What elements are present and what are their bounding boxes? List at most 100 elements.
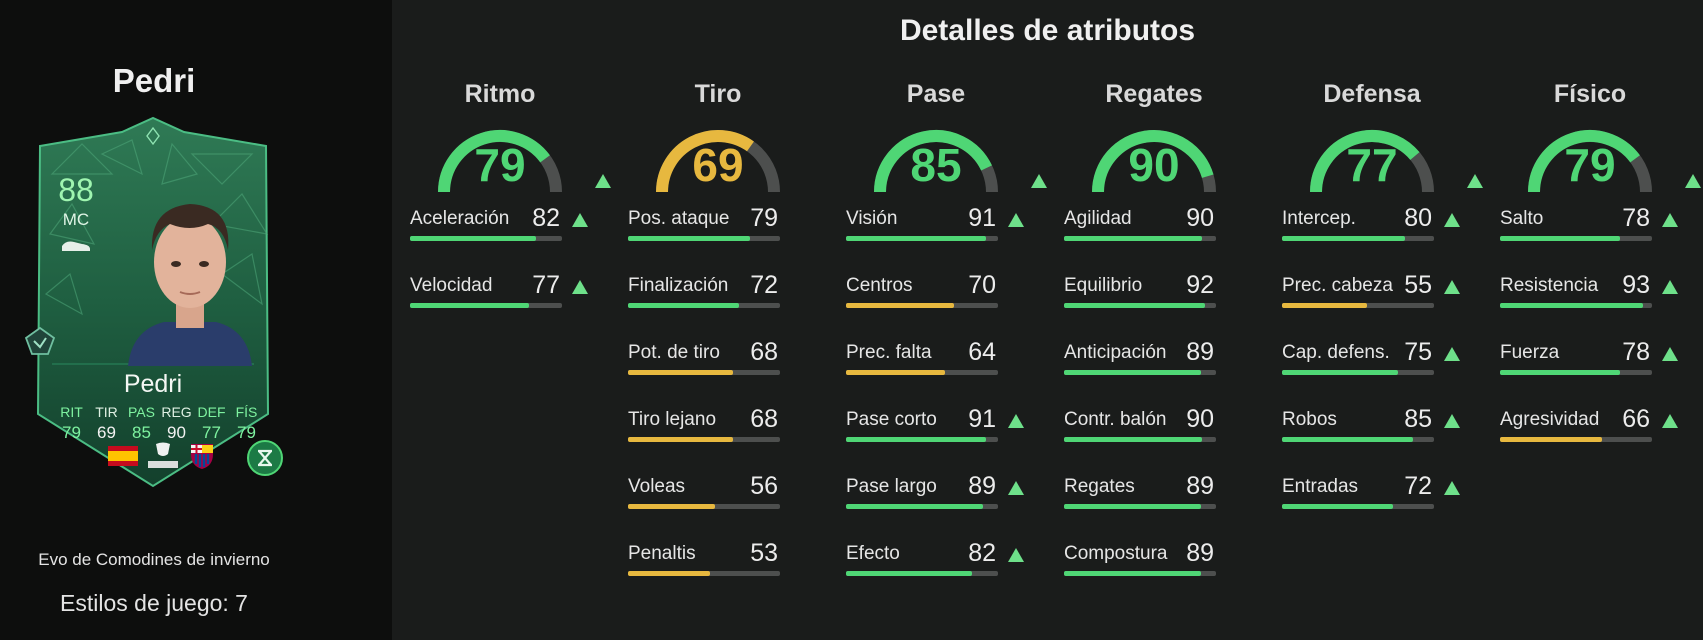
gauge-arc-icon: [656, 130, 780, 193]
upgrade-arrow-icon: [1662, 414, 1678, 428]
stat-bar-fill: [628, 303, 739, 308]
player-panel: Pedri: [0, 0, 392, 640]
stat-value: 93: [1622, 271, 1650, 299]
stat-row[interactable]: Tiro lejano 68: [628, 405, 808, 474]
stat-value: 85: [1404, 405, 1432, 433]
stat-value: 89: [1186, 338, 1214, 366]
stat-value: 75: [1404, 338, 1432, 366]
card-stats: RIT TIR PAS REG DEF FÍS 79 69 85 90 77 7…: [54, 404, 264, 443]
stat-bar: [846, 504, 998, 509]
stat-row[interactable]: Contr. balón 90: [1064, 405, 1244, 474]
category-value: 79: [1564, 139, 1616, 191]
stat-value: 82: [532, 204, 560, 232]
stat-label: Agilidad: [1064, 208, 1132, 229]
upgrade-arrow-icon: [1008, 213, 1024, 227]
stat-value: 89: [1186, 539, 1214, 567]
stat-row[interactable]: Efecto 82: [846, 539, 1026, 608]
attribute-details-panel: Detalles de atributos Ritmo 79 Aceleración…: [392, 0, 1703, 640]
gauge-arc-icon: [438, 130, 562, 193]
stat-row[interactable]: Salto 78: [1500, 204, 1680, 273]
card-stat-label: REG: [161, 404, 192, 420]
upgrade-arrow-icon: [1031, 174, 1047, 188]
gauge-fill: [438, 130, 550, 193]
stat-bar-fill: [1282, 303, 1368, 308]
category-name: Tiro: [694, 80, 742, 108]
stat-bar-fill: [846, 236, 986, 241]
stat-list: Agilidad 90 Equilibrio 92 Anticipación 89 Cont…: [1064, 204, 1244, 608]
stat-row[interactable]: Pos. ataque 79: [628, 204, 808, 273]
stat-label: Voleas: [628, 476, 686, 497]
stat-row[interactable]: Prec. cabeza 55: [1282, 271, 1462, 340]
stat-bar: [1064, 303, 1216, 308]
stat-row[interactable]: Equilibrio 92: [1064, 271, 1244, 340]
upgrade-arrow-icon: [1662, 347, 1678, 361]
stat-upgrade-arrow: [1661, 412, 1679, 435]
stat-label: Resistencia: [1500, 275, 1599, 296]
attribute-column-1: Tiro 69 Pos. ataque 79 Finalización 72 Pot. de…: [628, 80, 808, 608]
card-stat-value: 85: [132, 423, 151, 442]
stat-row[interactable]: Prec. falta 64: [846, 338, 1026, 407]
playstyles-count[interactable]: Estilos de juego: 7: [60, 590, 248, 616]
stat-bar: [628, 370, 780, 375]
attribute-column-0: Ritmo 79 Aceleración 82 Velocidad 77: [410, 80, 611, 340]
stat-row[interactable]: Anticipación 89: [1064, 338, 1244, 407]
stat-label: Equilibrio: [1064, 275, 1143, 296]
stat-row[interactable]: Regates 89: [1064, 472, 1244, 541]
stat-row[interactable]: Entradas 72: [1282, 472, 1462, 541]
player-card[interactable]: 88 MC Pedri RIT TIR PAS REG DEF: [22, 114, 284, 494]
stat-bar: [1064, 370, 1216, 375]
stat-row[interactable]: Penaltis 53: [628, 539, 808, 608]
stat-bar-fill: [1064, 370, 1201, 375]
stat-label: Intercep.: [1282, 208, 1356, 229]
stat-row[interactable]: Compostura 89: [1064, 539, 1244, 608]
stat-row[interactable]: Intercep. 80: [1282, 204, 1462, 273]
upgrade-arrow-icon: [1467, 174, 1483, 188]
category-gauge: 79: [1500, 124, 1701, 198]
stat-row[interactable]: Robos 85: [1282, 405, 1462, 474]
upgrade-arrow-icon: [1444, 347, 1460, 361]
stat-row[interactable]: Resistencia 93: [1500, 271, 1680, 340]
card-position: MC: [62, 210, 90, 229]
category-gauge: 69: [628, 124, 808, 198]
stat-row[interactable]: Voleas 56: [628, 472, 808, 541]
card-player-name: Pedri: [123, 370, 183, 398]
stat-label: Salto: [1500, 208, 1544, 229]
stat-list: Intercep. 80 Prec. cabeza 55 Cap. defens. 75 R…: [1282, 204, 1462, 541]
card-stat-label: RIT: [60, 404, 83, 420]
stat-list: Pos. ataque 79 Finalización 72 Pot. de tiro 6…: [628, 204, 808, 608]
stat-row[interactable]: Agresividad 66: [1500, 405, 1680, 474]
stat-label: Pase largo: [846, 476, 937, 497]
stat-row[interactable]: Centros 70: [846, 271, 1026, 340]
card-stat-value: 77: [202, 423, 221, 442]
stat-row[interactable]: Pase largo 89: [846, 472, 1026, 541]
stat-value: 55: [1404, 271, 1432, 299]
stat-row[interactable]: Cap. defens. 75: [1282, 338, 1462, 407]
stat-row[interactable]: Agilidad 90: [1064, 204, 1244, 273]
stat-bar-fill: [1282, 370, 1398, 375]
category-value: 77: [1346, 139, 1398, 191]
stat-bar: [1282, 303, 1434, 308]
stat-row[interactable]: Fuerza 78: [1500, 338, 1680, 407]
stat-bar: [628, 571, 780, 576]
stat-upgrade-arrow: [1007, 211, 1025, 234]
stat-label: Finalización: [628, 275, 729, 296]
stat-row[interactable]: Visión 91: [846, 204, 1026, 273]
stat-value: 82: [968, 539, 996, 567]
stat-row[interactable]: Pase corto 91: [846, 405, 1026, 474]
stat-upgrade-arrow: [1661, 278, 1679, 301]
stat-row[interactable]: Velocidad 77: [410, 271, 590, 340]
stat-row[interactable]: Finalización 72: [628, 271, 808, 340]
card-stat-value: 69: [97, 423, 116, 442]
stat-row[interactable]: Aceleración 82: [410, 204, 590, 273]
stat-row[interactable]: Pot. de tiro 68: [628, 338, 808, 407]
stat-label: Anticipación: [1064, 342, 1167, 363]
stat-bar-fill: [1500, 370, 1621, 375]
upgrade-arrow-icon: [1685, 174, 1701, 188]
stat-value: 79: [750, 204, 778, 232]
stat-bar: [1282, 236, 1434, 241]
gauge-fill: [874, 130, 992, 193]
category-gauge: 77: [1282, 124, 1483, 198]
upgrade-arrow-icon: [1008, 414, 1024, 428]
stat-upgrade-arrow: [1661, 345, 1679, 368]
